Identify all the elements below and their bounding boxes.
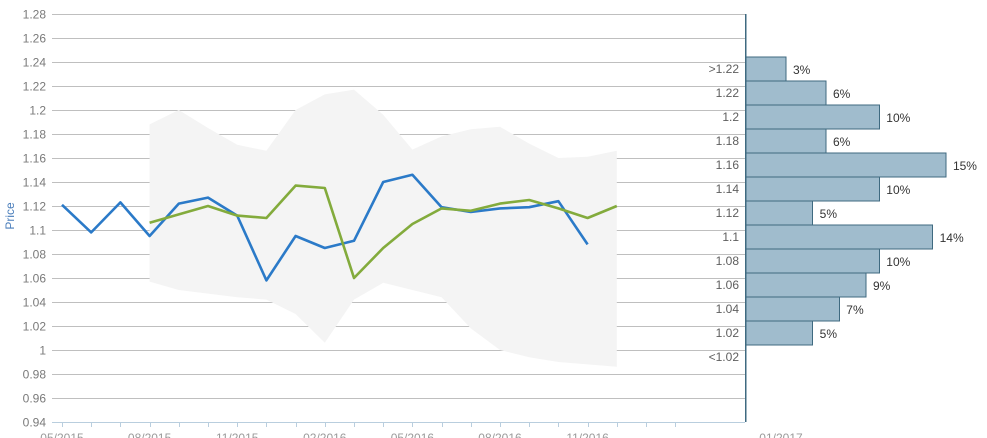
histogram-bucket-label: 1.16 <box>716 158 740 172</box>
histogram-bucket-label: 1.22 <box>716 86 740 100</box>
y-tick-label: 1.14 <box>23 176 47 190</box>
y-tick-label: 1.08 <box>23 248 47 262</box>
histogram-bucket-label: >1.22 <box>709 62 740 76</box>
x-tick-label: 01/2017 <box>759 431 803 438</box>
histogram-bar[interactable] <box>745 296 840 322</box>
y-axis-ticks: 1.28 1.26 1.24 1.22 1.2 1.18 1.16 1.14 1.12 1.1 1.… <box>23 8 47 430</box>
histogram-bar-value: 5% <box>820 327 838 341</box>
histogram-bar[interactable] <box>745 128 827 154</box>
y-tick-label: 1.12 <box>23 200 47 214</box>
histogram-bar[interactable] <box>745 272 867 298</box>
x-tick-label: 05/2016 <box>391 431 435 438</box>
histogram-bar[interactable] <box>745 176 880 202</box>
histogram-bar-value: 5% <box>820 207 838 221</box>
forecast-uncertainty-band <box>149 89 617 367</box>
histogram-bar-value: 10% <box>886 111 910 125</box>
histogram-bar-value: 3% <box>793 63 811 77</box>
histogram-bar[interactable] <box>745 80 827 106</box>
y-tick-label: 1.24 <box>23 56 47 70</box>
x-tick-label: 08/2015 <box>128 431 172 438</box>
histogram-bucket-label: 1.06 <box>716 278 740 292</box>
histogram-bucket-label: 1.14 <box>716 182 740 196</box>
y-axis-title: Price <box>3 202 17 230</box>
series-line-forecast <box>149 184 618 280</box>
y-tick-label: 1.1 <box>29 224 46 238</box>
histogram-bar[interactable] <box>745 248 880 274</box>
histogram-bucket-label: 1.04 <box>716 302 740 316</box>
histogram-bar[interactable] <box>745 56 787 82</box>
y-tick-label: 1.04 <box>23 296 47 310</box>
histogram-bar-value: 10% <box>886 255 910 269</box>
histogram-bar-value: 9% <box>873 279 891 293</box>
axis-lines <box>52 14 747 423</box>
histogram-bucket-label: <1.02 <box>709 350 740 364</box>
x-axis-ticks: 05/2015 08/2015 11/2015 02/2016 05/2016 08/20… <box>40 422 803 438</box>
series-line-actual <box>61 173 589 282</box>
histogram-bar-value: 7% <box>846 303 864 317</box>
y-tick-label: 0.96 <box>23 392 47 406</box>
x-tick-label: 05/2015 <box>40 431 84 438</box>
y-tick-label: 1.2 <box>29 104 46 118</box>
histogram-bar-value: 6% <box>833 135 851 149</box>
histogram-bar[interactable] <box>745 224 934 250</box>
y-tick-label: 1.22 <box>23 80 47 94</box>
histogram-bar-value: 15% <box>953 159 977 173</box>
y-tick-label: 1.16 <box>23 152 47 166</box>
x-tick-label: 02/2016 <box>303 431 347 438</box>
histogram-bar[interactable] <box>745 200 814 226</box>
y-tick-label: 1.28 <box>23 8 47 22</box>
y-tick-label: 1.06 <box>23 272 47 286</box>
histogram-bar[interactable] <box>745 152 947 178</box>
histogram-bucket-label: 1.1 <box>722 230 739 244</box>
histogram-bar[interactable] <box>745 104 880 130</box>
y-tick-label: 0.98 <box>23 368 47 382</box>
histogram-bucket-label: 1.08 <box>716 254 740 268</box>
histogram-bar[interactable] <box>745 320 814 346</box>
histogram-bar-value: 6% <box>833 87 851 101</box>
y-tick-label: 1.26 <box>23 32 47 46</box>
histogram-bucket-labels: >1.22 1.22 1.2 1.18 1.16 1.14 1.12 1.1 1.08 1.06 1… <box>709 62 740 364</box>
histogram-bar-value: 14% <box>940 231 964 245</box>
y-tick-label: 1 <box>39 344 46 358</box>
histogram-bucket-label: 1.2 <box>722 110 739 124</box>
y-tick-label: 0.94 <box>23 416 47 430</box>
forecast-band <box>149 89 617 367</box>
histogram-bars: 3% 6% 10% 6% 15% 10% 5% 14% 10% 9% 7% 5% <box>745 56 977 346</box>
series-lines <box>61 173 618 282</box>
x-tick-label: 08/2016 <box>478 431 522 438</box>
y-tick-label: 1.18 <box>23 128 47 142</box>
x-tick-label: 11/2015 <box>216 431 259 438</box>
histogram-bucket-label: 1.02 <box>716 326 740 340</box>
histogram-bucket-label: 1.12 <box>716 206 740 220</box>
y-tick-label: 1.02 <box>23 320 47 334</box>
x-tick-label: 11/2016 <box>566 431 609 438</box>
histogram-bar-value: 10% <box>886 183 910 197</box>
histogram-bucket-label: 1.18 <box>716 134 740 148</box>
